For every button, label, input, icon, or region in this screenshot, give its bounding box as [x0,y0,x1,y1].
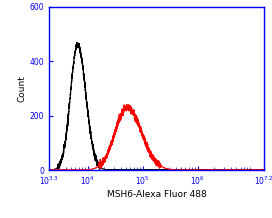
X-axis label: MSH6-Alexa Fluor 488: MSH6-Alexa Fluor 488 [107,190,206,199]
Y-axis label: Count: Count [18,75,27,102]
